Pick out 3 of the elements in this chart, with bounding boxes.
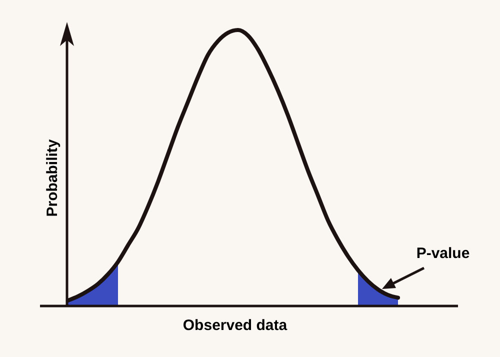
- x-axis-title: Observed data: [182, 317, 288, 334]
- text: P-value: [416, 245, 470, 262]
- y-axis-title: Probability: [44, 138, 61, 217]
